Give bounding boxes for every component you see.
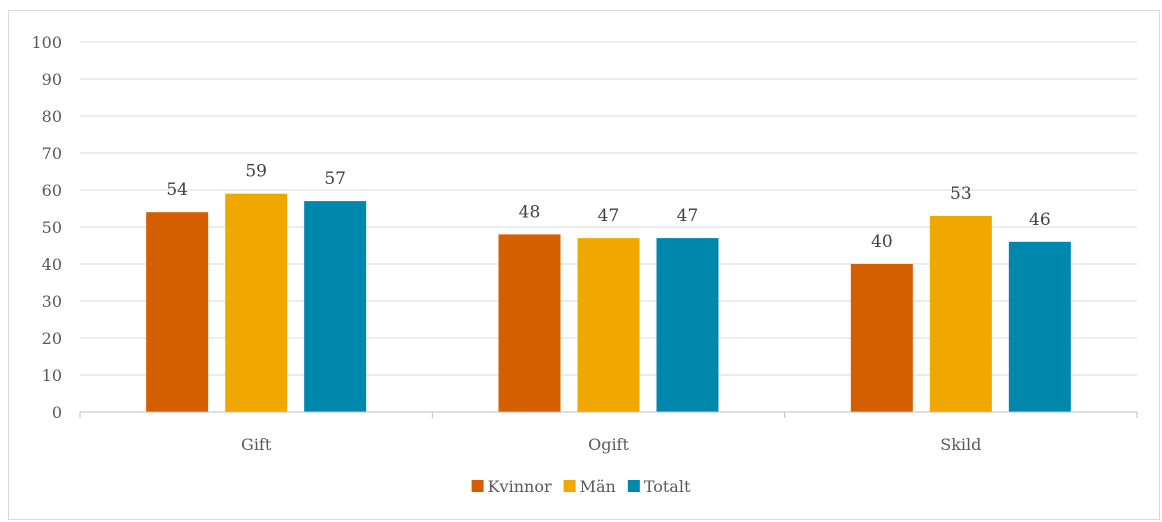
bar-ogift-totalt: [656, 238, 719, 412]
legend-swatch-kvinnor: [471, 480, 484, 492]
data-label-skild-man: 53: [950, 184, 972, 204]
legend-item-kvinnor: Kvinnor: [471, 477, 552, 496]
x-axis: Gift Ogift Skild: [79, 411, 1138, 454]
x-tick-label-skild: Skild: [940, 435, 981, 454]
legend-label-man: Män: [580, 477, 616, 496]
y-tick-label-40: 40: [42, 255, 62, 274]
data-label-skild-kvinnor: 40: [871, 232, 893, 252]
y-tick-label-60: 60: [42, 181, 62, 200]
y-tick-label-80: 80: [42, 107, 62, 126]
data-label-ogift-totalt: 47: [677, 206, 699, 226]
y-tick-label-70: 70: [42, 144, 62, 163]
bar-gift-totalt: [304, 201, 367, 412]
legend-swatch-totalt: [627, 480, 640, 492]
legend-item-man: Män: [563, 477, 616, 496]
bar-ogift-man: [577, 238, 640, 412]
y-tick-label-50: 50: [42, 218, 62, 237]
data-label-ogift-kvinnor: 48: [519, 202, 541, 222]
bar-skild-kvinnor: [850, 264, 913, 412]
bar-skild-totalt: [1008, 241, 1071, 412]
legend-swatch-man: [563, 480, 576, 492]
legend-label-totalt: Totalt: [644, 477, 691, 496]
y-tick-label-90: 90: [42, 70, 62, 89]
data-label-ogift-man: 47: [598, 206, 620, 226]
y-tick-label-0: 0: [52, 403, 62, 422]
data-label-skild-totalt: 46: [1029, 210, 1051, 230]
legend: Kvinnor Män Totalt: [471, 477, 691, 496]
data-label-gift-kvinnor: 54: [166, 180, 188, 200]
bars: [146, 193, 1071, 412]
legend-item-totalt: Totalt: [627, 477, 691, 496]
y-tick-label-30: 30: [42, 292, 62, 311]
bar-gift-kvinnor: [146, 212, 209, 412]
x-tick-label-ogift: Ogift: [588, 435, 629, 454]
bar-gift-man: [225, 193, 288, 412]
bar-ogift-kvinnor: [498, 234, 561, 412]
bar-skild-man: [929, 215, 992, 412]
x-tick-label-gift: Gift: [241, 435, 272, 454]
y-axis-tick-labels: 0 10 20 30 40 50 60 70 80 90 100: [31, 33, 62, 422]
legend-label-kvinnor: Kvinnor: [488, 477, 552, 496]
data-label-gift-man: 59: [245, 162, 267, 182]
data-labels: 54 59 57 48 47 47 40 53 46: [166, 162, 1050, 252]
y-tick-label-10: 10: [42, 366, 62, 385]
y-tick-label-20: 20: [42, 329, 62, 348]
y-tick-label-100: 100: [31, 33, 62, 52]
data-label-gift-totalt: 57: [324, 169, 346, 189]
